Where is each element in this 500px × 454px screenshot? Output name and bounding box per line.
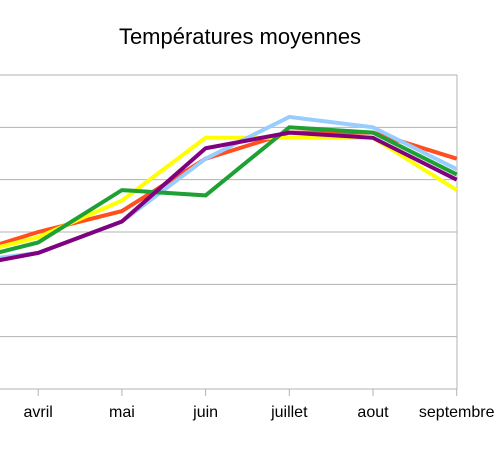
series-line-4 (0, 125, 458, 255)
x-tick-label: mai (109, 404, 135, 421)
x-tick-label: septembre (419, 404, 495, 421)
series-line-5 (0, 130, 458, 263)
x-tick-label: aout (357, 404, 389, 421)
x-tick-label: juillet (270, 404, 308, 421)
x-tick-label: juin (192, 404, 218, 421)
gridlines (0, 74, 457, 338)
chart-title: Températures moyennes (119, 24, 361, 49)
axes (0, 75, 458, 396)
series-lines (0, 114, 458, 263)
series-line-1 (0, 130, 458, 247)
x-tick-label: avril (24, 404, 53, 421)
x-axis-tick-labels: avril mai juin juillet aout septembre (24, 404, 495, 421)
